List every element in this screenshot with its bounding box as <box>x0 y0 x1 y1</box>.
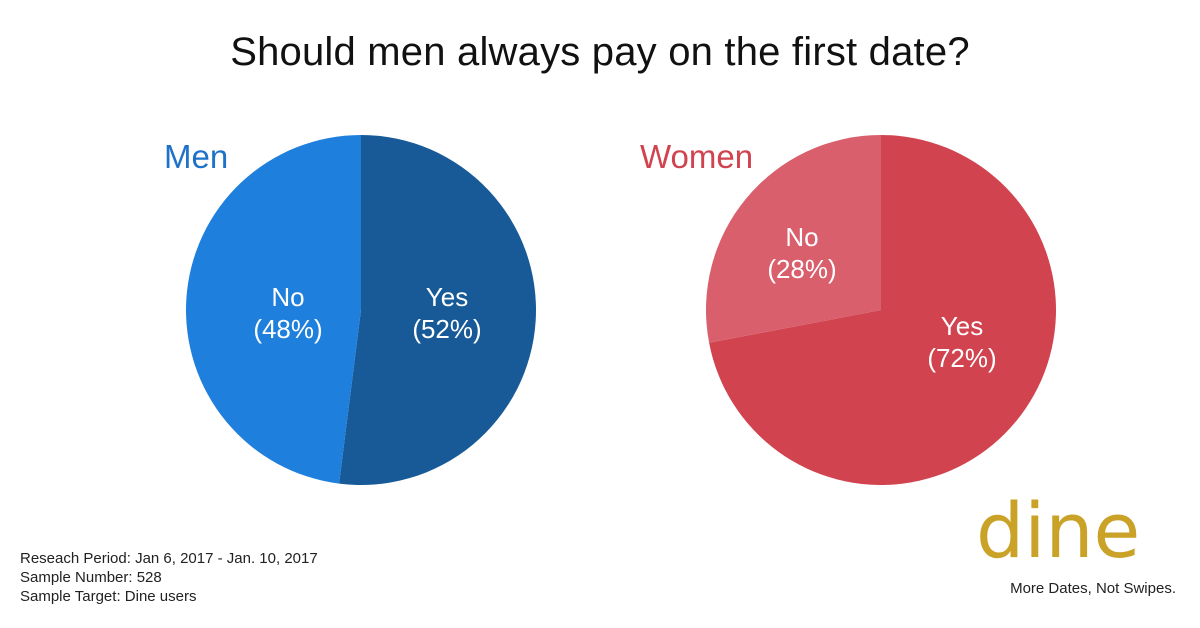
women-no-percent: (28%) <box>767 254 836 284</box>
men-yes-slice <box>339 135 536 486</box>
women-yes-label: Yes <box>941 311 983 341</box>
research-period: Reseach Period: Jan 6, 2017 - Jan. 10, 2… <box>20 550 318 567</box>
sample-target: Sample Target: Dine users <box>20 588 197 605</box>
women-no-label: No <box>785 222 818 252</box>
women-pie: No (28%) Yes (72%) <box>706 135 1056 485</box>
men-no-slice <box>185 135 361 484</box>
brand-tagline: More Dates, Not Swipes. <box>1010 580 1176 597</box>
dine-logo: dine <box>976 486 1141 575</box>
women-pie-title: Women <box>640 138 754 175</box>
women-yes-slice <box>709 135 1056 485</box>
men-yes-percent: (52%) <box>412 314 481 344</box>
research-footnote: Reseach Period: Jan 6, 2017 - Jan. 10, 2… <box>20 549 318 606</box>
women-no-slice <box>706 135 881 343</box>
sample-number: Sample Number: 528 <box>20 569 162 586</box>
women-yes-percent: (72%) <box>927 343 996 373</box>
men-yes-label: Yes <box>426 282 468 312</box>
chart-title: Should men always pay on the first date? <box>230 30 970 74</box>
men-pie-title: Men <box>164 138 229 175</box>
men-no-percent: (48%) <box>253 314 322 344</box>
brand-block: dine More Dates, Not Swipes. <box>976 486 1176 598</box>
men-no-label: No <box>271 282 304 312</box>
men-pie: No (48%) Yes (52%) <box>185 135 536 486</box>
